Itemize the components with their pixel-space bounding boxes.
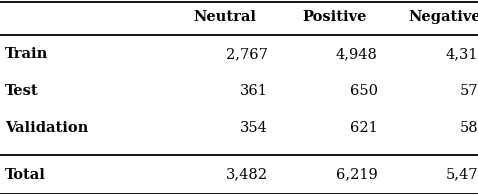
Text: 2,767: 2,767 (226, 47, 268, 61)
Text: Positive: Positive (303, 10, 367, 24)
Text: 361: 361 (240, 84, 268, 98)
Text: 5,475: 5,475 (446, 168, 478, 182)
Text: 6,219: 6,219 (336, 168, 378, 182)
Text: 650: 650 (349, 84, 378, 98)
Text: 4,948: 4,948 (336, 47, 378, 61)
Text: Negative: Negative (408, 10, 478, 24)
Text: Train: Train (5, 47, 48, 61)
Text: 3,482: 3,482 (226, 168, 268, 182)
Text: 587: 587 (460, 121, 478, 135)
Text: 570: 570 (460, 84, 478, 98)
Text: Test: Test (5, 84, 38, 98)
Text: Validation: Validation (5, 121, 88, 135)
Text: Total: Total (5, 168, 46, 182)
Text: 621: 621 (350, 121, 378, 135)
Text: 4,318: 4,318 (445, 47, 478, 61)
Text: Neutral: Neutral (193, 10, 256, 24)
Text: 354: 354 (240, 121, 268, 135)
